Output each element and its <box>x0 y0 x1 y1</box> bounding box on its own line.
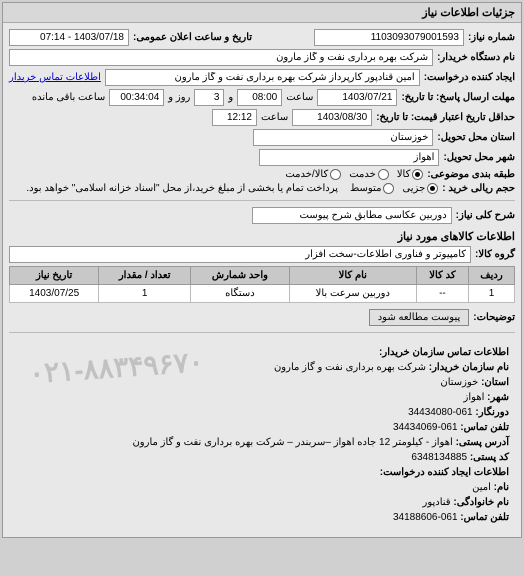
remain-time-input[interactable] <box>109 89 164 106</box>
address-label: آدرس پستی: <box>456 437 509 448</box>
radio-dot-icon <box>383 183 394 194</box>
request-no-input[interactable] <box>314 29 464 46</box>
radio-dot-icon <box>427 183 438 194</box>
org-label: نام سازمان خریدار: <box>429 362 509 373</box>
fax-label: دورنگار: <box>475 407 509 418</box>
radio-dot-icon <box>378 169 389 180</box>
th-row: ردیف <box>468 267 514 285</box>
desc-label: توضیحات: <box>473 312 515 323</box>
contact-link[interactable]: اطلاعات تماس خریدار <box>9 72 101 83</box>
phone-label: تلفن تماس: <box>460 422 509 433</box>
remain-label: روز و <box>168 92 190 103</box>
announce-input[interactable] <box>9 29 129 46</box>
cell-unit: دستگاه <box>191 285 290 303</box>
cell-code: -- <box>416 285 468 303</box>
request-no-label: شماره نیاز: <box>468 32 515 43</box>
radio-goods[interactable]: کالا <box>397 169 424 180</box>
th-date: تاریخ نیاز <box>10 267 99 285</box>
contact-section2-title: اطلاعات ایجاد کننده درخواست: <box>15 465 509 480</box>
postal-value: 6348134885 <box>411 452 467 463</box>
radio-small-label: جزیی <box>402 183 425 194</box>
c-province-value: خوزستان <box>440 377 478 388</box>
purchase-note: پرداخت تمام یا بخشی از مبلغ خرید،از محل … <box>26 183 338 194</box>
radio-goods-label: کالا <box>397 169 411 180</box>
requester-input[interactable] <box>105 69 420 86</box>
volume-radio-group: جزیی متوسط <box>350 183 438 194</box>
requester-label: ایجاد کننده درخواست: <box>424 72 515 83</box>
items-table: ردیف کد کالا نام کالا واحد شمارش تعداد /… <box>9 266 515 303</box>
cell-qty: 1 <box>99 285 191 303</box>
form-body: شماره نیاز: تاریخ و ساعت اعلان عمومی: نا… <box>3 23 521 537</box>
table-row[interactable]: 1 -- دوربین سرعت بالا دستگاه 1 1403/07/2… <box>10 285 515 303</box>
radio-dot-icon <box>412 169 423 180</box>
and-label: و <box>228 92 233 103</box>
name-label: نام: <box>494 482 509 493</box>
c-city-value: اهواز <box>464 392 485 403</box>
group-input[interactable] <box>9 246 471 263</box>
details-panel: جزئیات اطلاعات نیاز شماره نیاز: تاریخ و … <box>2 2 522 538</box>
subject-class-label: طبقه بندی موضوعی: <box>427 169 515 180</box>
purchase-vol-label: حجم ریالی خرید : <box>442 183 515 194</box>
remain-suffix: ساعت باقی مانده <box>32 92 105 103</box>
radio-service-label: خدمت <box>349 169 376 180</box>
deadline-date-input[interactable] <box>317 89 397 106</box>
radio-medium-label: متوسط <box>350 183 381 194</box>
deadline-label: مهلت ارسال پاسخ: تا تاریخ: <box>401 92 515 103</box>
panel-title: جزئیات اطلاعات نیاز <box>3 3 521 23</box>
validity-date-input[interactable] <box>292 109 372 126</box>
validity-label: حداقل تاریخ اعتبار قیمت: تا تاریخ: <box>376 112 515 123</box>
group-label: گروه کالا: <box>475 249 515 260</box>
radio-dot-icon <box>330 169 341 180</box>
validity-time-input[interactable] <box>212 109 257 126</box>
city-label: شهر محل تحویل: <box>443 152 515 163</box>
table-header-row: ردیف کد کالا نام کالا واحد شمارش تعداد /… <box>10 267 515 285</box>
time-label-1: ساعت <box>286 92 313 103</box>
announce-label: تاریخ و ساعت اعلان عمومی: <box>133 32 252 43</box>
req-phone-label: تلفن تماس: <box>460 512 509 523</box>
time-label-2: ساعت <box>261 112 288 123</box>
c-city-label: شهر: <box>487 392 509 403</box>
family-label: نام خانوادگی: <box>453 497 509 508</box>
province-input[interactable] <box>253 129 433 146</box>
postal-label: کد پستی: <box>470 452 509 463</box>
phone-value: 061-34434069 <box>393 422 458 433</box>
req-phone-value: 061-34188606 <box>393 512 458 523</box>
family-value: قنادپور <box>423 497 451 508</box>
fax-value: 061-34434080 <box>408 407 473 418</box>
address-value: اهواز - کیلومتر 12 جاده اهواز –سربندر – … <box>132 437 452 448</box>
th-code: کد کالا <box>416 267 468 285</box>
name-value: امین <box>472 482 491 493</box>
radio-goods-service-label: کالا/خدمت <box>285 169 328 180</box>
cell-date: 1403/07/25 <box>10 285 99 303</box>
th-qty: تعداد / مقدار <box>99 267 191 285</box>
radio-small[interactable]: جزیی <box>402 183 438 194</box>
city-input[interactable] <box>259 149 439 166</box>
days-remain-input[interactable] <box>194 89 224 106</box>
attachment-button[interactable]: پیوست مطالعه شود <box>369 309 470 326</box>
buyer-org-label: نام دستگاه خریدار: <box>437 52 515 63</box>
cell-row: 1 <box>468 285 514 303</box>
contact-section1-title: اطلاعات تماس سازمان خریدار: <box>15 345 509 360</box>
org-value: شرکت بهره برداری نفت و گاز مارون <box>274 362 426 373</box>
cell-name: دوربین سرعت بالا <box>289 285 416 303</box>
contact-block: ۰۲۱-۸۸۳۴۹۶۷۰ اطلاعات تماس سازمان خریدار:… <box>9 339 515 531</box>
need-title-input[interactable] <box>252 207 452 224</box>
radio-medium[interactable]: متوسط <box>350 183 394 194</box>
items-section-title: اطلاعات کالاهای مورد نیاز <box>9 230 515 243</box>
c-province-label: استان: <box>481 377 509 388</box>
th-name: نام کالا <box>289 267 416 285</box>
need-title-label: شرح کلی نیاز: <box>456 210 515 221</box>
radio-service[interactable]: خدمت <box>349 169 389 180</box>
subject-radio-group: کالا خدمت کالا/خدمت <box>285 169 423 180</box>
deadline-time-input[interactable] <box>237 89 282 106</box>
buyer-org-input[interactable] <box>9 49 433 66</box>
radio-goods-service[interactable]: کالا/خدمت <box>285 169 341 180</box>
th-unit: واحد شمارش <box>191 267 290 285</box>
province-label: استان محل تحویل: <box>437 132 515 143</box>
